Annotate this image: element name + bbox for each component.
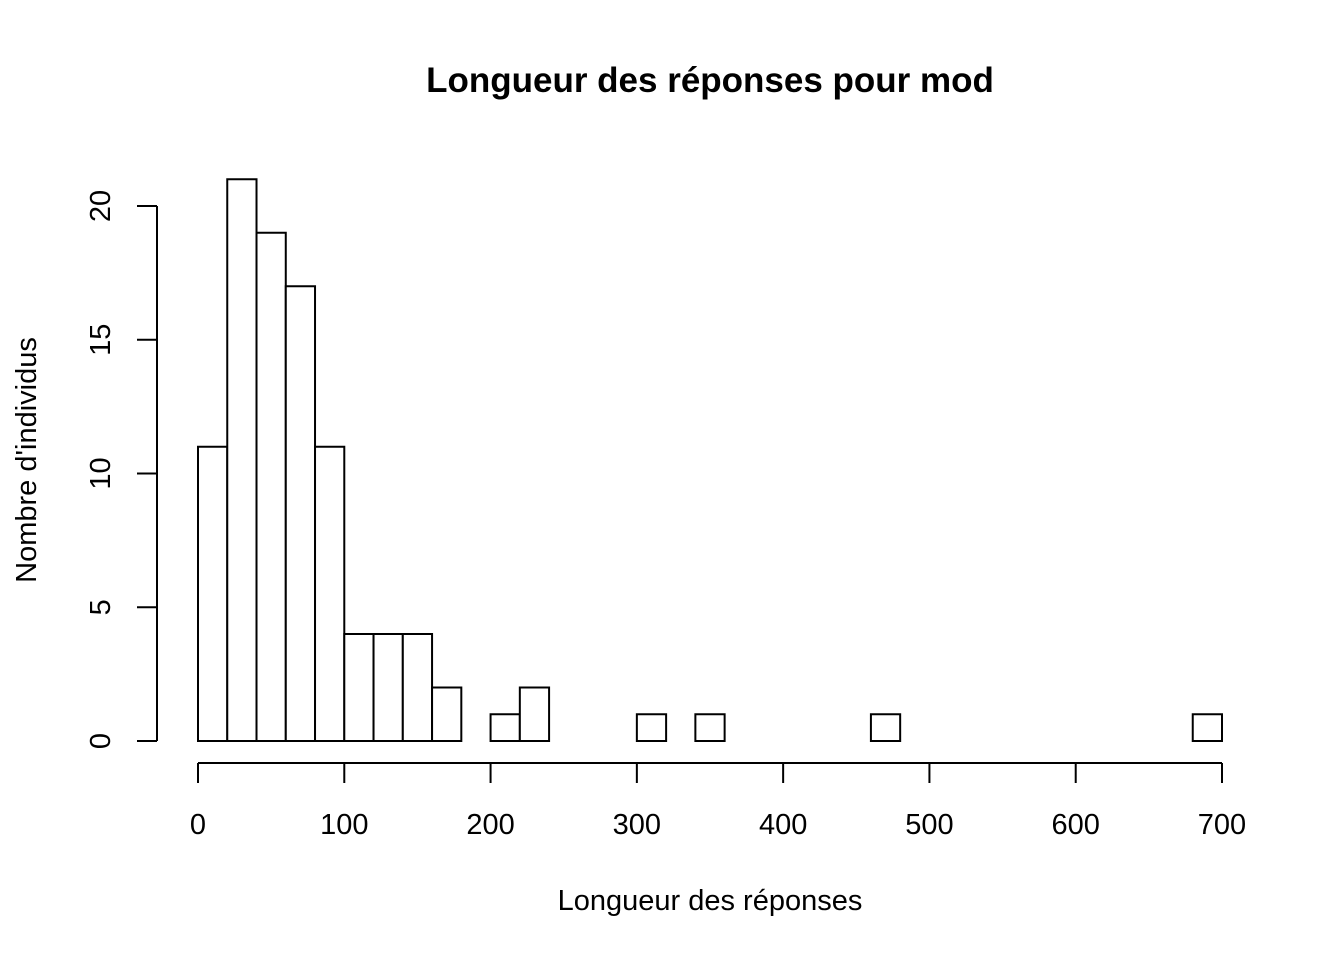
x-tick-label: 400: [759, 809, 807, 841]
x-tick-label: 600: [1052, 809, 1100, 841]
x-tick-label: 100: [320, 809, 368, 841]
y-axis-label: Nombre d'individus: [11, 337, 43, 583]
x-axis-label: Longueur des réponses: [558, 885, 863, 917]
histogram-bar-40-60: [255, 231, 287, 742]
histogram-bar-460-480: [869, 713, 902, 742]
histogram-bar-200-220: [489, 713, 521, 742]
histogram-bar-340-360: [694, 713, 726, 742]
y-tick-label: 20: [85, 190, 117, 222]
histogram-bar-140-160: [401, 633, 434, 742]
y-axis: 0 5 10 15 20: [85, 190, 158, 749]
x-axis: 0 100 200 300 400 500 600 700: [190, 762, 1246, 841]
chart-title: Longueur des réponses pour mod: [426, 61, 994, 100]
y-tick-label: 15: [85, 324, 117, 356]
histogram-bar-100-120: [343, 633, 375, 742]
y-tick-label: 0: [85, 733, 117, 749]
x-tick-label: 0: [190, 809, 206, 841]
histogram-bar-220-240: [518, 686, 551, 742]
histogram-bar-680-700: [1191, 713, 1223, 742]
histogram-bar-300-320: [635, 713, 668, 742]
x-tick-label: 500: [905, 809, 953, 841]
histogram-bar-160-180: [431, 686, 463, 742]
x-tick-label: 700: [1198, 809, 1246, 841]
histogram-bar-120-140: [372, 633, 404, 742]
x-tick-label: 300: [613, 809, 661, 841]
histogram-bar-0-20: [197, 445, 229, 742]
x-tick-label: 200: [466, 809, 514, 841]
histogram-bar-20-40: [226, 178, 258, 742]
histogram-bars: [197, 178, 1223, 742]
histogram-bar-60-80: [284, 285, 317, 742]
histogram-bar-80-100: [314, 445, 346, 742]
y-tick-label: 10: [85, 457, 117, 489]
y-tick-label: 5: [85, 599, 117, 615]
